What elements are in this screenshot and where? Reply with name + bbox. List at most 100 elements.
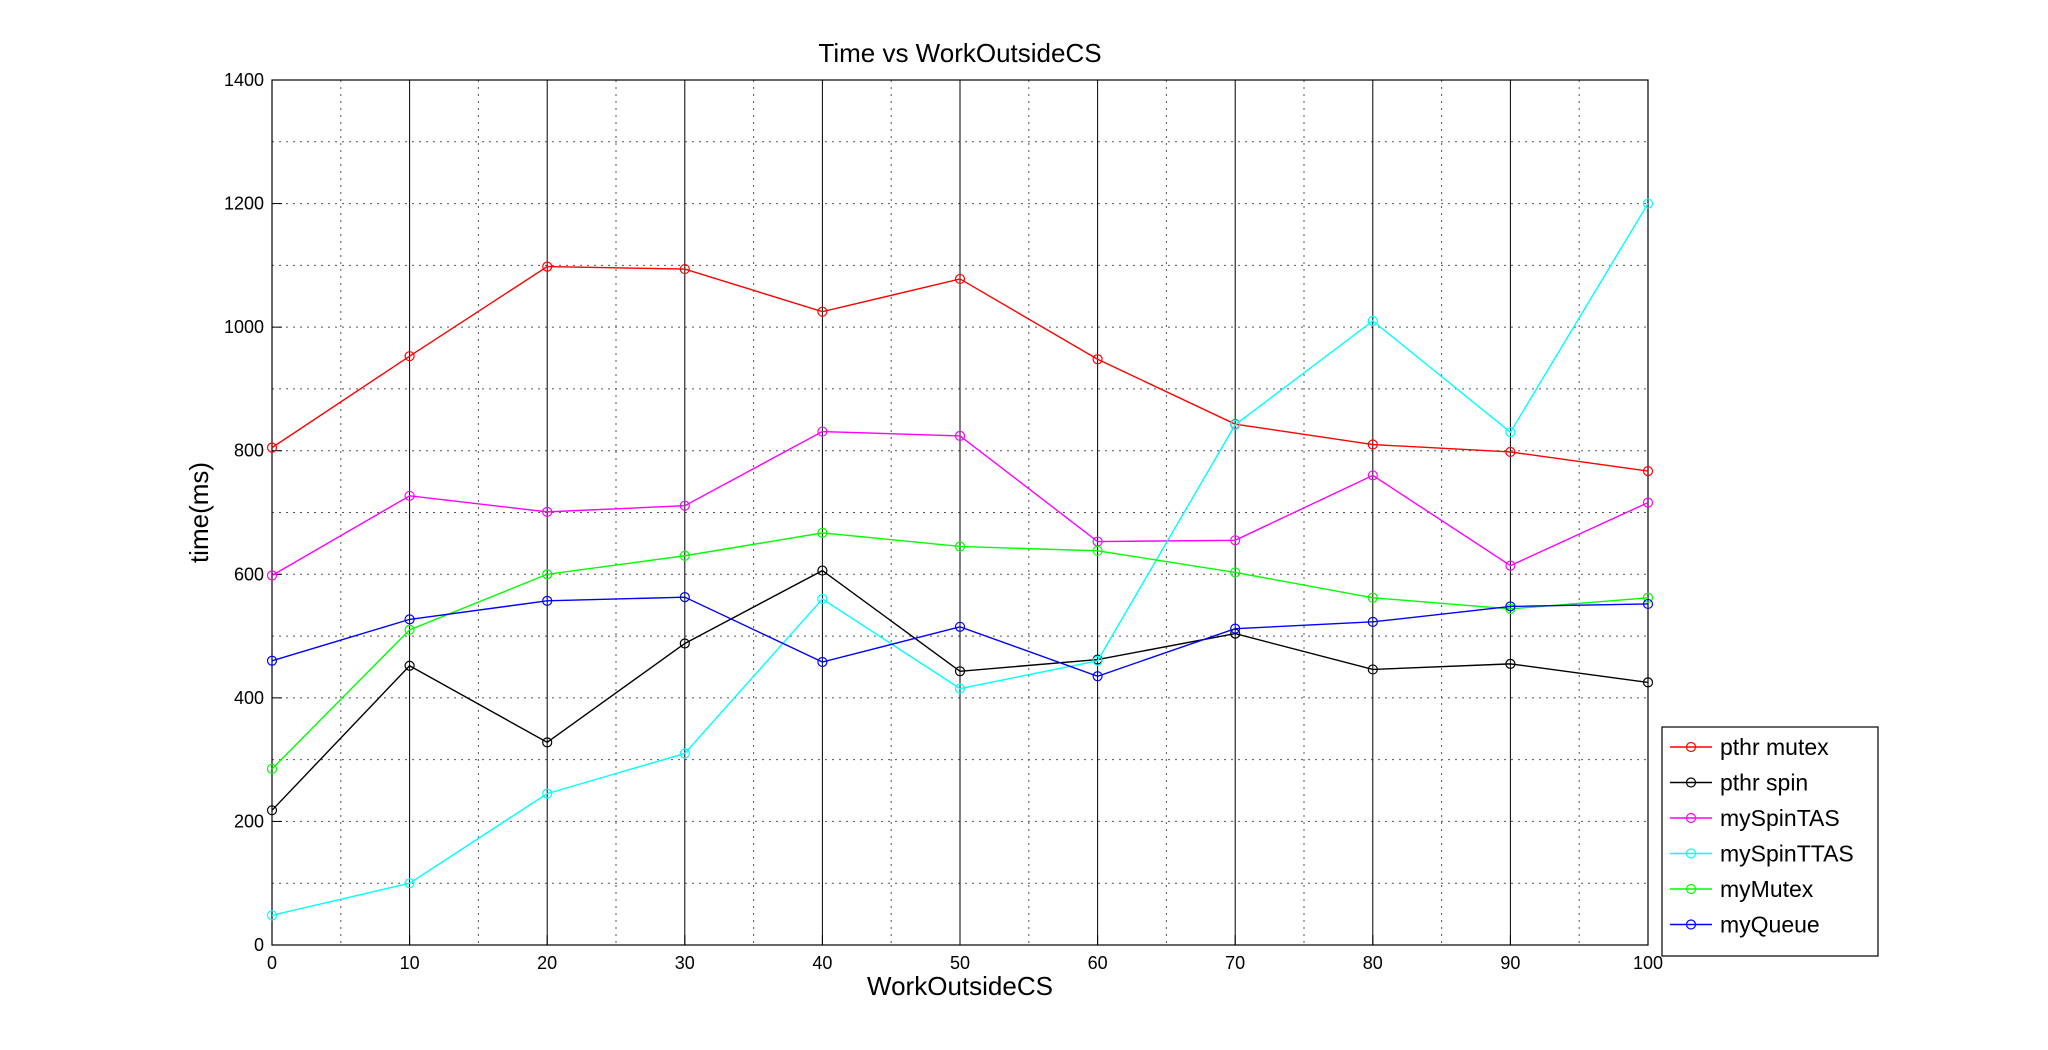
series-mySpinTTAS	[266, 198, 1654, 921]
data-point	[954, 541, 966, 552]
legend-marker	[1685, 919, 1697, 930]
data-point	[266, 655, 278, 666]
data-point	[1367, 315, 1378, 327]
data-point	[679, 263, 690, 275]
legend-marker	[1685, 777, 1697, 788]
data-point	[542, 261, 553, 272]
x-tick-label: 90	[1500, 953, 1520, 973]
legend-label: mySpinTAS	[1720, 805, 1840, 831]
y-tick-label: 600	[234, 564, 264, 584]
legend-box	[1661, 726, 1879, 957]
series-line	[271, 265, 1649, 472]
series-line	[271, 532, 1649, 770]
data-point	[542, 595, 553, 606]
series-myMutex	[266, 527, 1654, 775]
data-point	[1230, 419, 1241, 430]
data-point	[1092, 655, 1103, 666]
legend-item: pthr spin	[1670, 770, 1808, 796]
data-point	[817, 656, 828, 668]
y-tick-label: 400	[234, 688, 264, 708]
data-point	[542, 737, 553, 748]
data-point	[1367, 592, 1378, 603]
legend-item: pthr mutex	[1670, 734, 1829, 760]
data-point	[1505, 446, 1516, 458]
data-point	[1505, 658, 1516, 669]
y-tick-label: 1000	[224, 317, 264, 337]
series-line	[271, 596, 1649, 677]
data-point	[1092, 354, 1103, 365]
data-point	[1642, 466, 1654, 477]
data-point	[1505, 603, 1516, 614]
y-tick-label: 1200	[224, 194, 264, 214]
data-point	[954, 621, 966, 632]
data-point	[404, 351, 415, 362]
data-point	[404, 660, 415, 671]
data-point	[679, 748, 690, 759]
y-tick-label: 200	[234, 811, 264, 831]
series-group	[266, 198, 1654, 921]
x-tick-label: 40	[812, 953, 832, 973]
axes: 0 10 20 30 40 50 60 70 80 90 100020040060080010001…	[224, 70, 1663, 973]
legend-label: pthr spin	[1720, 770, 1808, 796]
x-tick-label: 50	[950, 953, 970, 973]
series-line	[271, 430, 1649, 577]
data-point	[266, 442, 278, 453]
data-point	[954, 273, 966, 285]
data-point	[404, 490, 415, 501]
legend-label: pthr mutex	[1720, 734, 1829, 760]
legend-label: myMutex	[1720, 876, 1814, 902]
data-point	[266, 570, 278, 581]
data-point	[404, 624, 415, 635]
series-line	[271, 569, 1649, 811]
data-point	[404, 614, 415, 625]
data-point	[679, 500, 690, 511]
data-point	[1642, 198, 1654, 209]
data-point	[817, 426, 828, 437]
legend-marker	[1685, 812, 1697, 824]
data-point	[1642, 598, 1654, 610]
data-point	[817, 527, 828, 538]
legend-marker	[1685, 848, 1697, 859]
data-point	[1367, 664, 1378, 675]
y-tick-label: 1400	[224, 70, 264, 90]
series-line	[271, 203, 1649, 917]
data-point	[542, 506, 553, 517]
series-myQueue	[266, 592, 1654, 682]
data-point	[679, 550, 690, 561]
data-point	[1642, 677, 1654, 688]
data-point	[679, 592, 690, 603]
data-point	[266, 910, 278, 921]
y-axis-label: time(ms)	[184, 462, 214, 563]
data-point	[679, 638, 690, 649]
data-point	[954, 666, 966, 677]
x-tick-label: 80	[1363, 953, 1383, 973]
grid	[272, 80, 1648, 945]
data-point	[1367, 470, 1378, 481]
data-point	[1092, 545, 1103, 556]
data-point	[817, 306, 828, 317]
data-point	[1230, 535, 1241, 546]
chart-title: Time vs WorkOutsideCS	[818, 38, 1101, 68]
series-pthr-spin	[266, 565, 1654, 816]
data-point	[542, 788, 553, 799]
data-point	[1505, 560, 1516, 571]
data-point	[1230, 623, 1241, 634]
x-tick-label: 100	[1633, 953, 1663, 973]
x-axis-label: WorkOutsideCS	[867, 971, 1053, 1001]
data-point	[266, 805, 278, 816]
legend: pthr mutex pthr spin mySpinTAS mySpinTTAS my…	[1661, 726, 1879, 957]
x-tick-label: 60	[1088, 953, 1108, 973]
data-point	[954, 683, 966, 694]
series-pthr-mutex	[266, 261, 1654, 477]
y-tick-label: 800	[234, 441, 264, 461]
data-point	[404, 878, 415, 889]
data-point	[1230, 567, 1241, 578]
data-point	[817, 565, 828, 576]
series-mySpinTAS	[266, 426, 1654, 581]
data-point	[1505, 427, 1516, 438]
legend-marker	[1685, 741, 1697, 753]
data-point	[1367, 616, 1378, 627]
x-tick-label: 30	[675, 953, 695, 973]
legend-label: mySpinTTAS	[1720, 841, 1854, 867]
